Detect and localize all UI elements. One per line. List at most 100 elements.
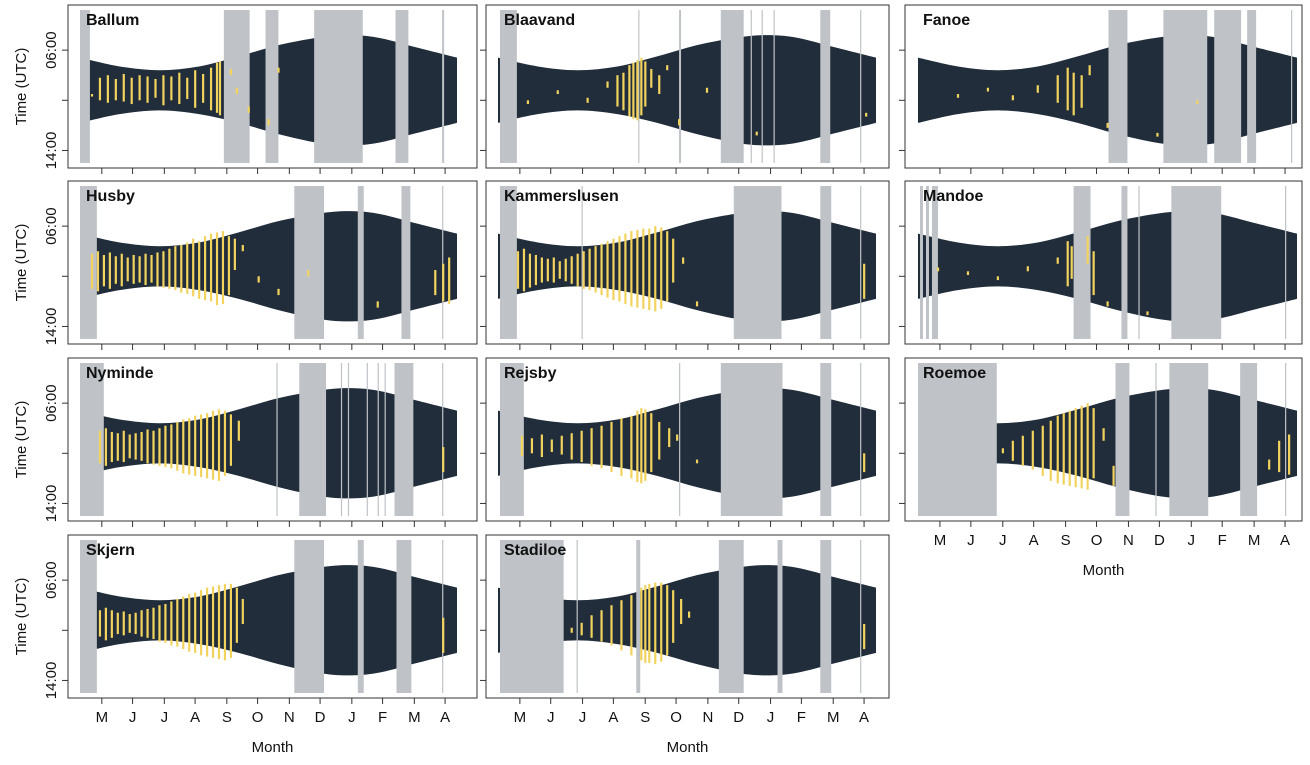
detection [138,256,141,283]
y-axis-label: Time (UTC) [13,578,30,656]
detection [138,75,141,101]
x-axis-label: Month [252,739,294,756]
data-gap [860,10,862,163]
data-gap [1247,10,1257,163]
detection [223,583,227,661]
detection [122,611,125,636]
detection [620,600,623,651]
x-tick-label: J [161,709,169,726]
detection [209,233,213,302]
detection [376,301,379,308]
data-gap [860,540,862,693]
detection [1080,405,1083,489]
panel: Fanoe [899,4,1303,174]
x-tick-label: O [670,709,682,726]
detection [188,593,191,652]
x-tick-label: O [252,709,264,726]
detection [120,253,123,287]
detection [1196,100,1199,105]
detection [200,414,203,478]
detection [564,258,567,282]
y-tick-label: 14:00 [43,132,60,170]
data-gap [860,186,862,339]
detection [1036,85,1039,93]
detection [162,75,165,106]
detection [229,583,232,658]
detection [194,592,197,653]
detection [152,430,155,465]
detection [1066,241,1069,287]
detection [606,81,609,88]
detection [247,106,250,113]
data-gap [1155,363,1157,516]
detection [1049,420,1052,481]
data-gap [80,540,97,693]
x-tick-label: N [1123,532,1134,549]
data-gap [294,186,325,339]
data-gap [820,10,831,163]
detection [307,270,310,277]
x-axis-label: Month [667,739,709,756]
detection [104,428,107,466]
data-gap [377,363,379,516]
data-gap [265,10,279,163]
data-gap [276,363,278,516]
detection [235,87,238,95]
detection [516,251,520,289]
detection [660,227,663,309]
detection [110,431,113,463]
detection [442,263,445,302]
panel-title: Kammerslusen [504,188,619,205]
detection [550,439,553,453]
data-gap [1285,363,1287,516]
x-tick-label: A [1280,532,1290,549]
x-tick-label: A [190,709,200,726]
detection [755,131,758,136]
detection [650,68,653,88]
detection [221,231,225,304]
detection [130,77,133,105]
x-tick-label: J [967,532,975,549]
detection [570,433,573,460]
detection [618,236,621,302]
detection [678,119,681,126]
detection [1056,257,1059,264]
detection [114,256,117,284]
detection [666,585,669,656]
x-tick-label: M [934,532,947,549]
data-gap [499,186,517,339]
data-gap [314,10,363,163]
detection [1001,448,1004,454]
y-axis-label: Time (UTC) [13,401,30,479]
x-tick-label: J [348,709,356,726]
data-gap [357,186,364,339]
detection [122,430,125,463]
detection [1268,459,1271,470]
detection [600,610,603,642]
data-gap [299,363,327,516]
y-tick-label: 14:00 [43,308,60,346]
data-gap [638,10,640,163]
panel: Skjern 06:00 14:00 Time (UTC) M J J A S O N D J F M A Mo… [13,534,478,756]
detection [582,251,585,289]
detection [235,587,238,643]
data-gap [80,186,97,339]
data-gap [1291,10,1293,163]
detection [600,425,603,469]
data-gap [395,10,409,163]
detection [215,62,219,113]
detection [570,256,573,284]
detection [630,231,633,307]
detection [705,87,709,93]
detection [223,410,227,476]
data-gap [931,186,938,339]
detection [570,627,573,633]
detection [1156,132,1159,137]
detection [1056,75,1059,103]
x-tick-label: N [702,709,713,726]
panel-frame [67,534,478,699]
data-gap [396,540,412,693]
y-tick-label: 06:00 [43,207,60,245]
panel-frame [67,4,478,169]
detection [267,119,270,126]
